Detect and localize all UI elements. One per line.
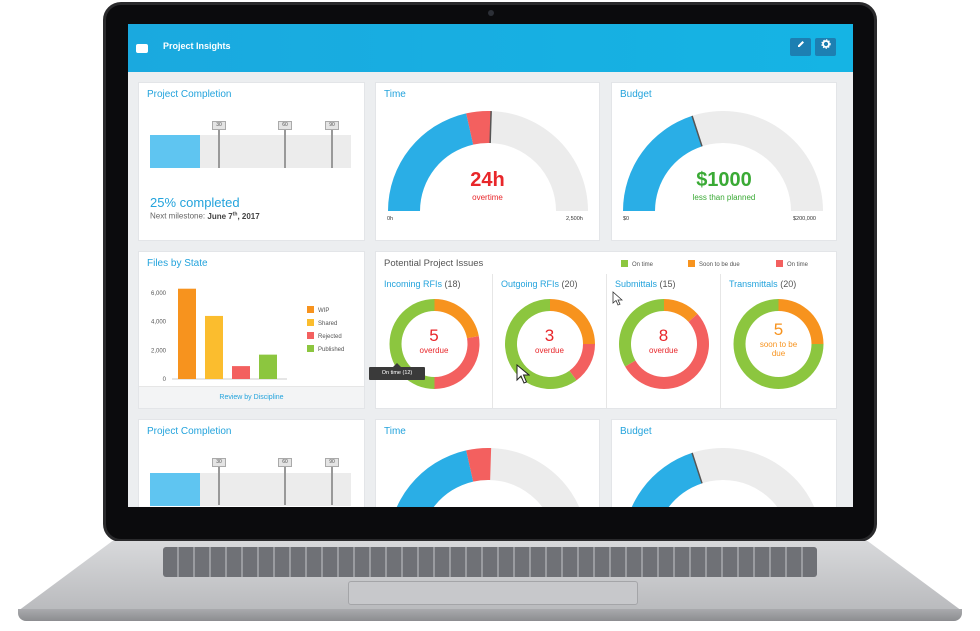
donut-tooltip: On time (12) (369, 363, 425, 380)
gauge-value: $1000 (696, 169, 752, 191)
files-by-state-card[interactable]: Files by State 6,000 4,000 2,000 0 WIP Shar… (139, 252, 364, 408)
issue-title: Incoming RFIs (18) (384, 279, 461, 289)
budget-card-2[interactable]: Budget (612, 420, 836, 507)
gauge-max: 2,500h (566, 216, 583, 222)
app-logo-icon (136, 44, 148, 53)
donut-value: 3 (544, 326, 555, 345)
project-completion-card[interactable]: Project Completion 30 60 90 25% complete… (139, 83, 364, 240)
donut-label: overdue (649, 346, 678, 355)
donut-segment-soon[interactable] (778, 299, 824, 344)
mouse-cursor-icon (516, 364, 530, 384)
budget-gauge-2 (631, 448, 815, 507)
donut-value: 5 (773, 320, 784, 339)
progress-track (150, 473, 351, 506)
gauge-max: $200,000 (793, 216, 816, 222)
y-tick-label: 0 (163, 377, 167, 383)
project-issues-card[interactable]: Potential Project Issues On time Soon to… (376, 252, 836, 408)
transmittals-donut (733, 299, 824, 389)
pencil-icon (797, 41, 804, 47)
mouse-cursor-icon (612, 291, 623, 306)
outgoing-rfis-donut (504, 299, 595, 389)
time-card[interactable]: Time 24h overtime 0h 2,500h (376, 83, 599, 240)
time-gauge (388, 110, 588, 211)
settings-button[interactable] (815, 38, 836, 56)
issue-column-transmittals[interactable]: Transmittals (20) 5 soon to be due (721, 274, 836, 408)
gauge-caption: overtime (472, 193, 503, 202)
trackpad (348, 581, 638, 605)
submittals-donut (619, 299, 709, 389)
donut-label: overdue (535, 346, 564, 355)
bar-wip[interactable] (178, 288, 196, 379)
issue-column-incoming-rfis[interactable]: Incoming RFIs (18) 5 overdue (376, 274, 493, 408)
donut-label: overdue (419, 346, 449, 355)
legend-item: On time (621, 260, 653, 268)
progress-fill (150, 135, 201, 168)
card-title: Files by State (147, 258, 208, 269)
budget-gauge (623, 110, 823, 211)
issue-title: Submittals (15) (615, 279, 676, 289)
donut-label: soon to be due (759, 340, 798, 358)
budget-card[interactable]: Budget $1000 less than planned $0 $200,0… (612, 83, 836, 240)
donut-segment-overdue[interactable] (625, 313, 709, 389)
app-title: Project Insights (163, 41, 231, 51)
issue-column-outgoing-rfis[interactable]: Outgoing RFIs (20) 3 overdue (493, 274, 607, 408)
donut-segment-on-time[interactable] (619, 299, 664, 367)
y-tick-label: 2,000 (151, 348, 167, 354)
card-title: Project Completion (147, 426, 232, 437)
next-milestone: Next milestone: June 7th, 2017 (150, 211, 260, 221)
bar-published[interactable] (259, 354, 277, 379)
card-title: Potential Project Issues (384, 258, 484, 269)
donut-segment-soon[interactable] (664, 299, 698, 322)
legend-item: Published (307, 345, 344, 353)
legend-item: WIP (307, 306, 329, 314)
donut-segment-soon[interactable] (434, 299, 479, 339)
progress-fill (150, 473, 201, 506)
issue-column-submittals[interactable]: Submittals (15) 8 overdue (607, 274, 721, 408)
time-gauge-2 (396, 448, 580, 507)
gauge-value: 24h (470, 169, 505, 191)
card-title: Time (384, 426, 406, 437)
bar-shared[interactable] (205, 315, 223, 379)
project-completion-card-2[interactable]: Project Completion 30 60 90 (139, 420, 364, 507)
laptop-base (18, 541, 962, 621)
donut-segment-overdue[interactable] (569, 344, 595, 381)
legend-item: Soon to be due (688, 260, 740, 268)
webcam (488, 10, 494, 16)
completion-status: 25% completed (150, 195, 240, 210)
dashboard-screen: Project Insights Project Completion 30 6… (128, 24, 853, 507)
card-title: Time (384, 89, 406, 100)
top-bar: Project Insights (128, 24, 853, 72)
bar-rejected[interactable] (232, 366, 250, 379)
donut-segment-soon[interactable] (550, 299, 595, 344)
keyboard (163, 547, 817, 577)
donut-segment-overdue[interactable] (434, 336, 480, 389)
legend-item: On time (776, 260, 808, 268)
edit-button[interactable] (790, 38, 811, 56)
base-edge (18, 609, 962, 621)
legend-item: Rejected (307, 332, 342, 340)
donut-segment-on-time[interactable] (504, 299, 577, 389)
card-title: Budget (620, 89, 652, 100)
donut-value: 5 (429, 326, 439, 345)
issue-title: Outgoing RFIs (20) (501, 279, 578, 289)
time-card-2[interactable]: Time (376, 420, 599, 507)
y-tick-label: 6,000 (151, 291, 167, 297)
card-title: Project Completion (147, 89, 232, 100)
review-by-discipline-link[interactable]: Review by Discipline (139, 386, 364, 408)
gear-icon (820, 39, 831, 49)
gauge-min: 0h (387, 216, 394, 222)
legend-item: Shared (307, 319, 337, 327)
gauge-min: $0 (623, 216, 630, 222)
files-bar-chart: 6,000 4,000 2,000 0 (151, 288, 287, 383)
card-title: Budget (620, 426, 652, 437)
gauge-caption: less than planned (692, 193, 756, 202)
progress-track (150, 135, 351, 168)
donut-value: 8 (658, 326, 669, 345)
issue-title: Transmittals (20) (729, 279, 797, 289)
y-tick-label: 4,000 (151, 320, 167, 326)
